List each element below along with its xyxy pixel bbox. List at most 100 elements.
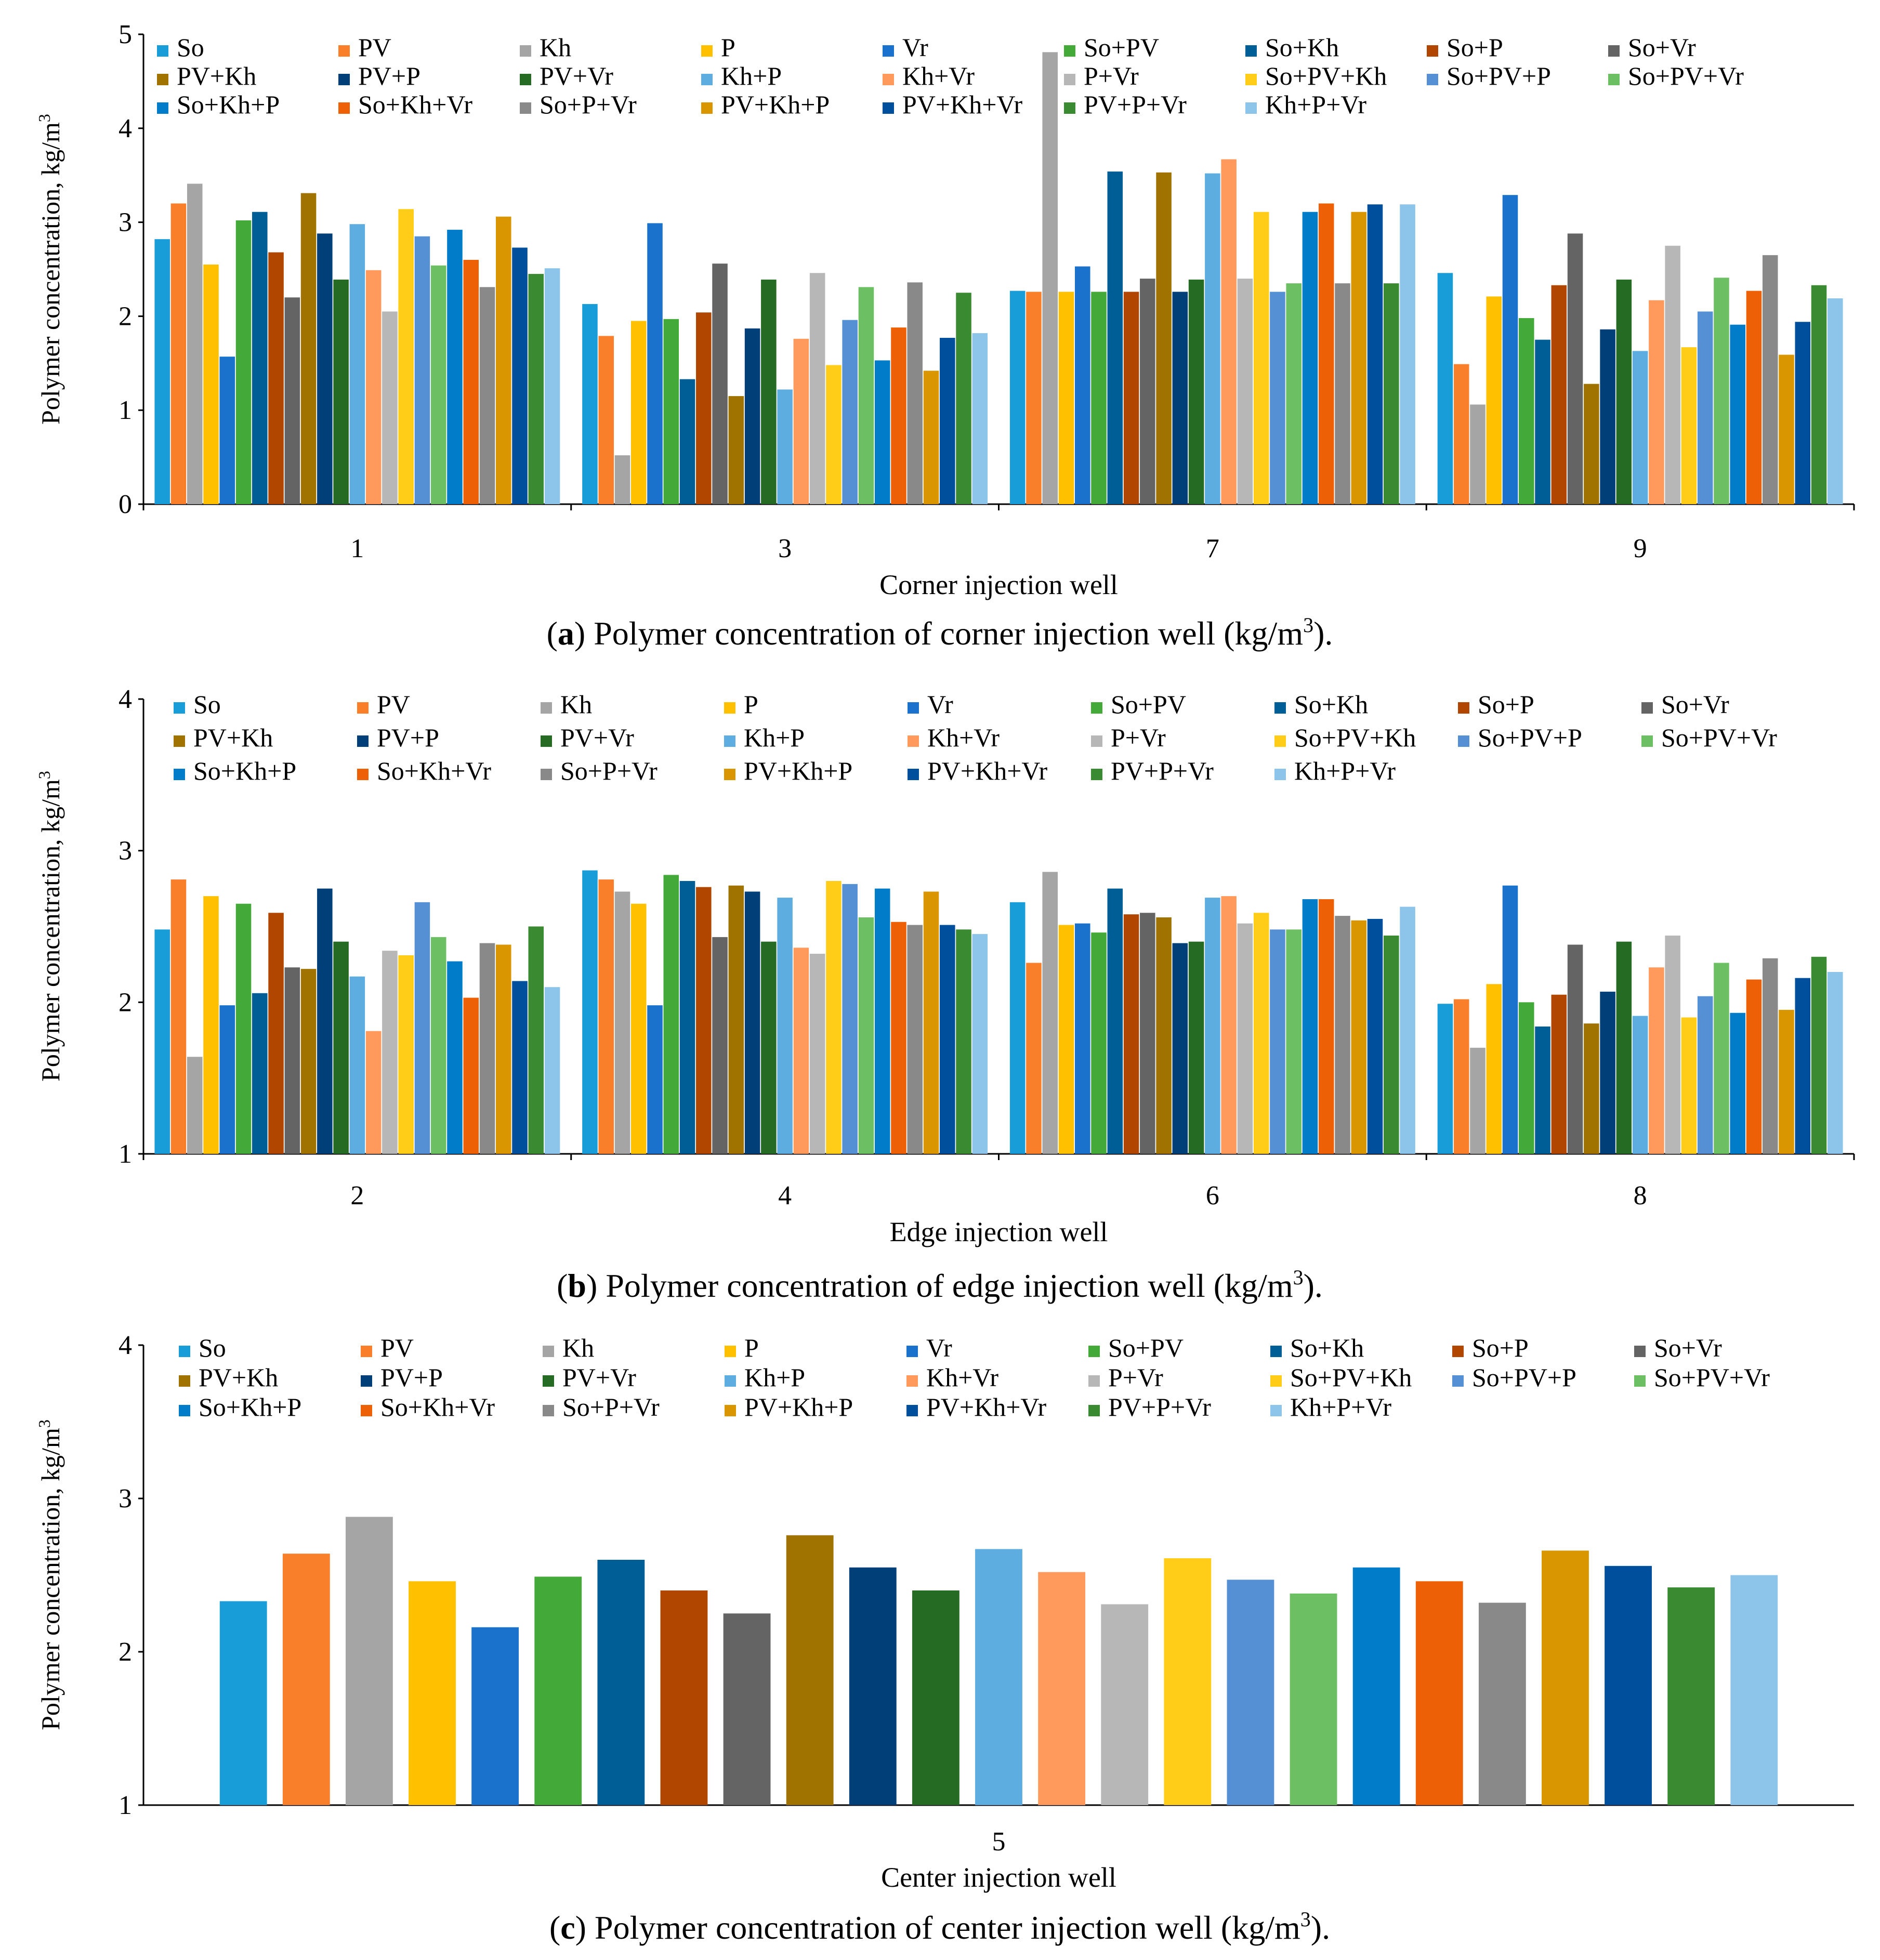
bar <box>582 304 598 504</box>
bar <box>1779 354 1794 504</box>
legend-label: So+PV+Kh <box>1294 723 1416 752</box>
bar <box>1535 339 1550 504</box>
bar <box>1237 279 1253 504</box>
bar <box>940 925 955 1154</box>
figure-caption: (b) Polymer concentration of edge inject… <box>557 1266 1323 1304</box>
legend-label: Kh+P+Vr <box>1265 90 1366 119</box>
legend-label: So+PV+Kh <box>1265 61 1387 90</box>
bar <box>282 1554 330 1805</box>
bar <box>1221 896 1237 1154</box>
bar <box>1616 279 1632 504</box>
bar <box>1811 956 1827 1154</box>
x-tick-label: 6 <box>1206 1181 1219 1211</box>
legend-label: PV+P+Vr <box>1084 90 1187 119</box>
legend-swatch <box>725 1405 736 1416</box>
legend-swatch <box>908 769 919 780</box>
bar <box>1730 1012 1745 1154</box>
bar <box>1253 913 1269 1154</box>
legend-label: So+Vr <box>1654 1333 1722 1362</box>
legend-label: PV+P <box>377 723 439 752</box>
legend-label: So+Kh+Vr <box>377 756 491 785</box>
bar <box>1697 996 1713 1154</box>
legend-swatch <box>520 102 531 114</box>
legend-label: PV+P+Vr <box>1108 1392 1211 1422</box>
bar <box>1286 929 1301 1154</box>
legend-swatch <box>361 1405 372 1416</box>
bar <box>382 951 398 1154</box>
legend-label: PV+Kh+Vr <box>902 90 1023 119</box>
bar <box>1352 1567 1400 1805</box>
bar <box>907 282 923 504</box>
bar <box>761 279 777 504</box>
bar <box>1746 291 1762 504</box>
bar <box>1101 1604 1149 1805</box>
legend-label: PV <box>358 33 391 62</box>
bar <box>1811 285 1827 504</box>
bar <box>1519 318 1534 504</box>
bar <box>1237 923 1253 1154</box>
x-tick-label: 4 <box>778 1181 792 1211</box>
bar <box>614 455 630 504</box>
legend-label: Kh+P <box>721 61 782 90</box>
bar <box>912 1590 959 1805</box>
bar <box>300 193 317 504</box>
bar <box>1551 285 1567 504</box>
legend-label: So+Kh+P <box>199 1392 301 1422</box>
legend-label: PV+P+Vr <box>1111 756 1214 785</box>
bar <box>1681 347 1697 504</box>
legend-swatch <box>1091 702 1102 714</box>
legend-label: PV+P <box>358 61 420 90</box>
legend-swatch <box>1452 1375 1464 1387</box>
y-tick-label: 1 <box>119 396 132 425</box>
bar <box>1453 999 1469 1154</box>
legend-label: Kh <box>540 33 571 62</box>
bar <box>1762 958 1778 1154</box>
bar <box>1714 278 1729 504</box>
legend-label: So+P <box>1478 690 1534 719</box>
legend-swatch <box>179 1346 190 1357</box>
legend-swatch <box>174 702 185 714</box>
bar <box>786 1535 834 1805</box>
legend-swatch <box>1064 74 1075 85</box>
bar <box>1632 351 1648 504</box>
bar <box>1270 929 1285 1154</box>
legend-label: So+PV <box>1111 690 1186 719</box>
x-axis-label: Corner injection well <box>879 569 1118 600</box>
legend-swatch <box>541 702 552 714</box>
figure-caption: (c) Polymer concentration of center inje… <box>549 1908 1330 1946</box>
legend-label: So+PV+Vr <box>1628 61 1744 90</box>
legend-swatch <box>361 1346 372 1357</box>
legend-label: PV <box>377 690 410 719</box>
y-tick-label: 4 <box>119 1331 132 1360</box>
legend-label: So+PV+Kh <box>1290 1363 1412 1392</box>
x-tick-label: 5 <box>992 1827 1006 1857</box>
bar <box>1453 364 1469 504</box>
bar <box>842 320 858 504</box>
legend-swatch <box>724 735 735 747</box>
bar <box>398 209 414 504</box>
bar <box>874 360 890 504</box>
bar <box>219 357 235 504</box>
bar <box>1519 1002 1534 1154</box>
legend-swatch <box>1245 45 1257 57</box>
legend-swatch <box>1274 769 1286 780</box>
legend-label: So+P <box>1447 33 1503 62</box>
bar <box>712 264 728 504</box>
legend-swatch <box>1270 1375 1282 1387</box>
legend-label: PV+Kh+P <box>721 90 830 119</box>
bar <box>1649 967 1664 1154</box>
bar <box>1188 279 1204 504</box>
bar <box>723 1613 771 1805</box>
bar <box>1335 916 1350 1154</box>
bar <box>1415 1581 1463 1805</box>
legend-label: PV+Kh+Vr <box>926 1392 1047 1422</box>
bar <box>1795 978 1811 1154</box>
bar <box>956 293 971 504</box>
bar <box>252 993 268 1154</box>
bar <box>761 941 777 1154</box>
legend-label: So+PV <box>1084 33 1159 62</box>
legend-swatch <box>1458 702 1469 714</box>
legend-label: PV+Kh+P <box>744 756 852 785</box>
bar <box>597 1560 645 1805</box>
legend-label: So <box>193 690 221 719</box>
